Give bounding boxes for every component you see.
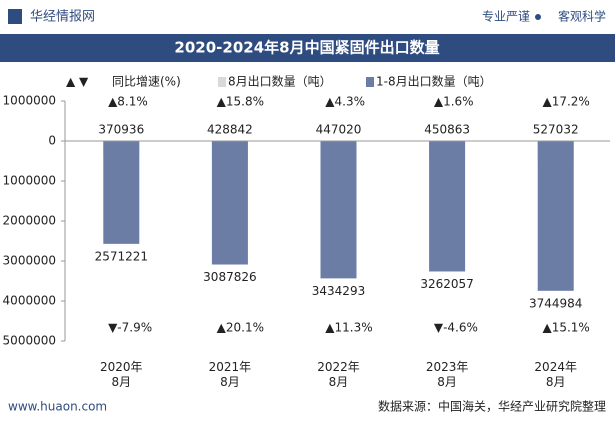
growth-label: 20.1%: [226, 321, 264, 335]
growth-label: -4.6%: [443, 321, 478, 335]
value-label: 370936: [98, 123, 144, 137]
value-label: 527032: [533, 123, 579, 137]
value-label: 3262057: [420, 277, 473, 291]
legend-label: 同比增速(%): [112, 75, 181, 89]
value-label: 3087826: [203, 270, 256, 284]
growth-label: 15.8%: [226, 95, 264, 109]
value-label: 450863: [424, 123, 470, 137]
value-label: 3434293: [312, 284, 365, 298]
brand: 华经情报网: [30, 10, 95, 25]
legend-swatch: [366, 77, 374, 87]
y-tick-label: 1000000: [3, 94, 56, 108]
value-label: 428842: [207, 123, 253, 137]
y-tick-label: 1000000: [3, 174, 56, 188]
bar: [211, 141, 248, 265]
growth-arrow: ▲: [108, 95, 118, 109]
legend-swatch: [218, 77, 226, 87]
slogan: 专业严谨: [482, 9, 530, 24]
growth-arrow: ▲: [542, 95, 552, 109]
y-tick-label: 2000000: [3, 214, 56, 228]
value-label: 3744984: [529, 296, 582, 310]
x-tick-label: 2023年 8月: [426, 360, 469, 389]
growth-arrow: ▲: [217, 321, 227, 335]
bar: [537, 141, 574, 291]
dot: [535, 14, 541, 20]
legend-label: 1-8月出口数量（吨）: [376, 74, 492, 89]
x-tick-label: 2024年 8月: [534, 360, 577, 389]
growth-label: 4.3%: [335, 95, 366, 109]
chart-title: 2020-2024年8月中国紧固件出口数量: [174, 39, 439, 57]
growth-arrow: ▲: [325, 95, 335, 109]
slogan: 客观科学: [558, 9, 606, 24]
growth-arrow: ▼: [108, 321, 118, 335]
growth-label: 8.1%: [117, 95, 148, 109]
title-bar: [0, 34, 615, 62]
legend-icon: ▲: [66, 75, 76, 89]
x-tick-label: 2021年 8月: [209, 360, 252, 389]
y-tick-label: 4000000: [3, 294, 56, 308]
legend-icon: ▼: [79, 75, 89, 89]
growth-arrow: ▲: [325, 321, 335, 335]
x-tick-label: 2022年 8月: [317, 360, 360, 389]
bar: [429, 141, 466, 272]
growth-label: -7.9%: [117, 321, 152, 335]
growth-label: 15.1%: [552, 321, 590, 335]
growth-arrow: ▼: [434, 321, 444, 335]
y-tick-label: 0: [48, 134, 56, 148]
growth-label: 11.3%: [335, 321, 373, 335]
legend-label: 8月出口数量（吨）: [228, 74, 332, 89]
value-label: 447020: [316, 123, 362, 137]
y-tick-label: 3000000: [3, 254, 56, 268]
x-tick-label: 2020年 8月: [100, 360, 143, 389]
growth-arrow: ▲: [542, 321, 552, 335]
source: 数据来源：中国海关，华经产业研究院整理: [378, 399, 606, 414]
growth-label: 1.6%: [443, 95, 474, 109]
growth-arrow: ▲: [434, 95, 444, 109]
bar: [320, 141, 357, 279]
logo: [8, 9, 22, 24]
growth-arrow: ▲: [217, 95, 227, 109]
y-tick-label: 5000000: [3, 334, 56, 348]
growth-label: 17.2%: [552, 95, 590, 109]
value-label: 2571221: [95, 249, 148, 263]
bar: [103, 141, 140, 244]
website: www.huaon.com: [8, 400, 107, 414]
